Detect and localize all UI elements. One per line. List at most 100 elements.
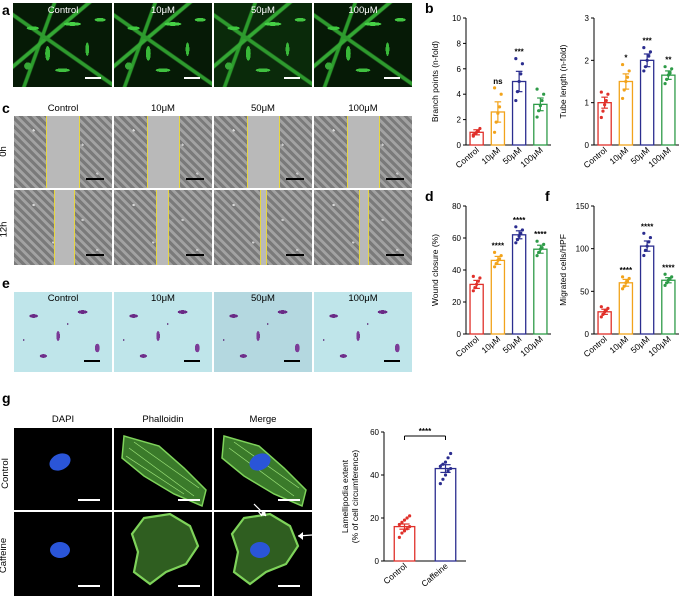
g-row-control: Control bbox=[0, 458, 11, 489]
data-point bbox=[494, 262, 498, 266]
data-point bbox=[535, 239, 539, 243]
y-tick-label: 100 bbox=[576, 245, 590, 254]
data-point bbox=[492, 86, 497, 90]
g-image-control-merge bbox=[214, 428, 312, 510]
data-point bbox=[499, 254, 503, 258]
significance-label: ns bbox=[493, 77, 503, 86]
bar bbox=[661, 74, 676, 146]
data-point bbox=[496, 111, 500, 115]
data-point bbox=[663, 272, 667, 276]
data-point bbox=[647, 54, 651, 58]
c-header-50um: 50μM bbox=[251, 103, 275, 114]
y-axis-label: Lamellipodia extent bbox=[340, 459, 350, 533]
panel-label-a: a bbox=[2, 2, 10, 18]
data-point bbox=[438, 464, 442, 468]
y-tick-label: 8 bbox=[457, 39, 462, 48]
y-tick-label: 40 bbox=[370, 471, 379, 480]
y-axis-label: Wound closure (%) bbox=[430, 234, 440, 306]
data-point bbox=[542, 242, 546, 246]
y-tick-label: 3 bbox=[585, 14, 590, 23]
data-point bbox=[620, 62, 625, 67]
y-tick-label: 20 bbox=[370, 514, 379, 523]
data-point bbox=[441, 477, 445, 481]
data-point bbox=[492, 250, 497, 254]
c-row-0h: 0h bbox=[0, 146, 9, 157]
x-tick-label: 10μM bbox=[607, 334, 630, 355]
data-point bbox=[471, 289, 475, 293]
data-point bbox=[620, 96, 625, 101]
panel-label-b: b bbox=[425, 0, 434, 16]
y-tick-label: 80 bbox=[452, 202, 461, 211]
bar bbox=[661, 279, 676, 335]
y-tick-label: 2 bbox=[457, 116, 462, 125]
y-axis-label: (% of cell circumference) bbox=[350, 450, 360, 544]
data-point bbox=[400, 531, 404, 535]
c-image-50um-12h bbox=[214, 190, 312, 265]
significance-label: *** bbox=[642, 37, 652, 46]
data-point bbox=[519, 231, 523, 235]
significance-label: **** bbox=[620, 266, 633, 275]
e-header-10um: 10μM bbox=[151, 293, 175, 304]
y-axis-label: Branch points (n-fold) bbox=[430, 41, 440, 122]
y-tick-label: 40 bbox=[452, 266, 461, 275]
data-point bbox=[606, 306, 610, 310]
data-point bbox=[438, 482, 442, 486]
panel-label-c: c bbox=[2, 100, 10, 116]
a-header-control: Control bbox=[47, 5, 79, 16]
data-point bbox=[497, 257, 502, 261]
bar bbox=[434, 467, 457, 562]
data-point bbox=[494, 120, 498, 124]
significance-label: **** bbox=[419, 427, 432, 436]
data-point bbox=[535, 115, 539, 119]
a-image-10um bbox=[114, 3, 212, 87]
g-image-caffeine-dapi bbox=[14, 512, 112, 596]
data-point bbox=[446, 469, 450, 473]
a-header-10um: 10μM bbox=[151, 5, 175, 16]
data-point bbox=[400, 520, 404, 524]
e-image-10um: 10μM bbox=[114, 292, 212, 372]
panel-label-d: d bbox=[425, 188, 434, 204]
g-image-caffeine-merge bbox=[214, 512, 312, 596]
c-header-100um: 100μM bbox=[348, 103, 378, 114]
data-point bbox=[627, 69, 631, 73]
significance-label: ** bbox=[665, 56, 672, 65]
c-image-50um-0h bbox=[214, 116, 312, 188]
data-point bbox=[601, 109, 605, 113]
panel-label-f: f bbox=[545, 188, 550, 204]
x-tick-label: Caffeine bbox=[419, 561, 450, 589]
data-point bbox=[478, 126, 482, 131]
data-point bbox=[665, 77, 669, 81]
c-image-100um-12h bbox=[314, 190, 412, 265]
bar bbox=[639, 59, 655, 146]
data-point bbox=[642, 253, 646, 258]
data-point bbox=[645, 244, 649, 248]
data-point bbox=[402, 518, 407, 522]
x-tick-label: 10μM bbox=[479, 145, 502, 166]
data-point bbox=[519, 72, 523, 76]
c-header-10um: 10μM bbox=[151, 103, 175, 114]
y-tick-label: 10 bbox=[452, 14, 461, 23]
data-point bbox=[405, 527, 409, 531]
data-point bbox=[405, 516, 409, 520]
data-point bbox=[648, 235, 653, 240]
y-tick-label: 2 bbox=[585, 56, 590, 65]
data-point bbox=[515, 90, 520, 94]
data-point bbox=[624, 79, 628, 84]
data-point bbox=[497, 105, 502, 109]
a-header-100um: 100μM bbox=[348, 5, 378, 16]
e-image-control: Control bbox=[14, 292, 112, 372]
data-point bbox=[402, 529, 407, 533]
data-point bbox=[441, 462, 445, 466]
y-tick-label: 0 bbox=[375, 557, 380, 566]
e-header-100um: 100μM bbox=[348, 293, 378, 304]
c-header-control: Control bbox=[47, 103, 79, 114]
data-point bbox=[476, 279, 480, 283]
data-point bbox=[517, 234, 521, 238]
y-tick-label: 4 bbox=[457, 90, 462, 99]
y-axis-label: Migrated cells/HPF bbox=[558, 234, 568, 306]
data-point bbox=[647, 240, 651, 244]
y-tick-label: 60 bbox=[452, 234, 461, 243]
g-image-caffeine-phalloidin bbox=[114, 512, 212, 596]
significance-label: * bbox=[624, 54, 628, 63]
e-header-control: Control bbox=[47, 293, 79, 304]
